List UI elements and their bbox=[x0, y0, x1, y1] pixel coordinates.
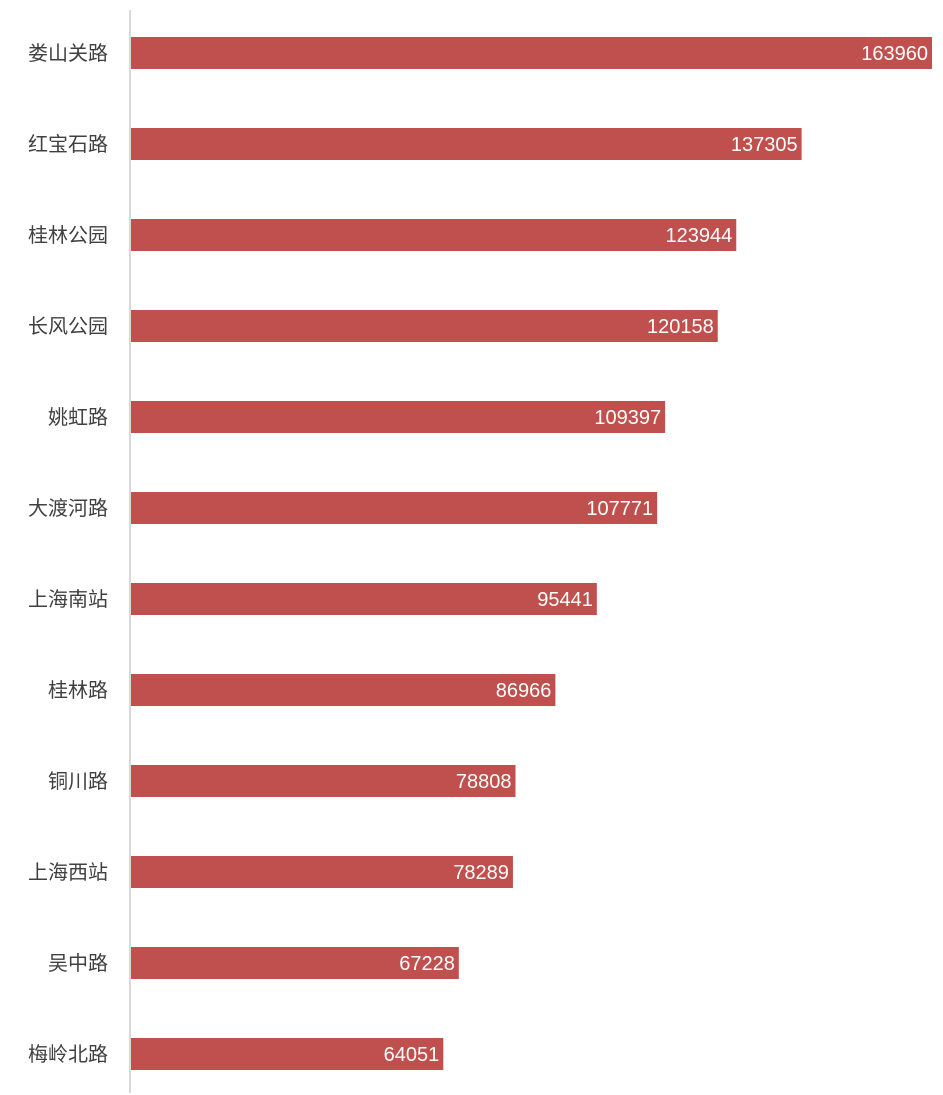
category-label-3: 长风公园 bbox=[28, 314, 108, 338]
category-label-1: 红宝石路 bbox=[28, 132, 108, 156]
bar-7 bbox=[130, 674, 556, 706]
bar-3 bbox=[130, 310, 718, 342]
value-label-4: 109397 bbox=[594, 407, 661, 429]
value-label-10: 67228 bbox=[399, 953, 455, 975]
value-label-6: 95441 bbox=[537, 589, 593, 611]
category-label-9: 上海西站 bbox=[28, 860, 108, 884]
bar-2 bbox=[130, 219, 737, 251]
category-label-8: 铜川路 bbox=[48, 769, 108, 793]
bars-layer bbox=[130, 37, 932, 1070]
bar-6 bbox=[130, 583, 597, 615]
category-label-7: 桂林路 bbox=[48, 678, 108, 702]
category-label-5: 大渡河路 bbox=[28, 496, 108, 520]
category-label-2: 桂林公园 bbox=[28, 223, 108, 247]
bar-10 bbox=[130, 947, 459, 979]
value-label-5: 107771 bbox=[586, 498, 653, 520]
value-label-3: 120158 bbox=[647, 316, 714, 338]
category-labels-layer: 娄山关路红宝石路桂林公园长风公园姚虹路大渡河路上海南站桂林路铜川路上海西站吴中路… bbox=[28, 41, 108, 1066]
value-label-1: 137305 bbox=[731, 134, 798, 156]
bar-1 bbox=[130, 128, 802, 160]
bar-5 bbox=[130, 492, 658, 524]
value-label-8: 78808 bbox=[456, 771, 512, 793]
category-label-11: 梅岭北路 bbox=[28, 1042, 108, 1066]
value-label-11: 64051 bbox=[384, 1044, 440, 1066]
bar-4 bbox=[130, 401, 666, 433]
value-labels-layer: 163960 137305 123944 120158 109397 107771 9544… bbox=[384, 43, 928, 1066]
category-label-6: 上海南站 bbox=[28, 587, 108, 611]
bar-0 bbox=[130, 37, 932, 69]
value-label-9: 78289 bbox=[453, 862, 509, 884]
value-label-7: 86966 bbox=[496, 680, 552, 702]
bar-11 bbox=[130, 1038, 444, 1070]
category-label-10: 吴中路 bbox=[48, 951, 108, 975]
bar-8 bbox=[130, 765, 516, 797]
bar-9 bbox=[130, 856, 513, 888]
category-label-0: 娄山关路 bbox=[28, 41, 108, 65]
category-label-4: 姚虹路 bbox=[48, 405, 108, 429]
value-label-0: 163960 bbox=[861, 43, 928, 65]
value-label-2: 123944 bbox=[666, 225, 733, 247]
